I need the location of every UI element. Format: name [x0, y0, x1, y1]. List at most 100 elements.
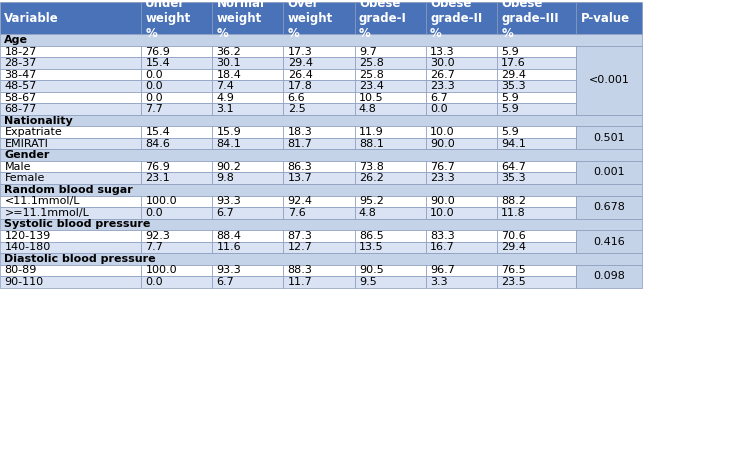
Bar	[141, 69, 212, 80]
Bar	[0, 230, 141, 242]
Text: 86.5: 86.5	[359, 231, 384, 241]
Text: 6.7: 6.7	[217, 277, 234, 287]
Bar	[355, 126, 426, 138]
Bar	[0, 149, 642, 161]
Bar	[141, 92, 212, 103]
Bar	[141, 2, 212, 34]
Bar	[355, 92, 426, 103]
Bar	[497, 276, 576, 288]
Text: 23.3: 23.3	[430, 81, 455, 91]
Text: 4.9: 4.9	[217, 93, 234, 102]
Text: 88.1: 88.1	[359, 139, 384, 149]
Bar	[497, 230, 576, 242]
Text: 90-110: 90-110	[4, 277, 43, 287]
Text: 29.4: 29.4	[501, 243, 526, 252]
Text: 17.8: 17.8	[288, 81, 313, 91]
Text: <11.1mmol/L: <11.1mmol/L	[4, 196, 80, 206]
Text: Variable: Variable	[4, 12, 59, 25]
Text: 13.5: 13.5	[359, 243, 384, 252]
Bar	[497, 103, 576, 115]
Bar	[355, 230, 426, 242]
Bar	[426, 265, 497, 276]
Bar	[497, 2, 576, 34]
Bar	[212, 230, 283, 242]
Text: 0.0: 0.0	[430, 104, 448, 114]
Bar	[426, 69, 497, 80]
Text: Age: Age	[4, 35, 29, 45]
Text: 76.7: 76.7	[430, 162, 455, 172]
Text: 13.3: 13.3	[430, 47, 455, 56]
Bar	[212, 46, 283, 57]
Bar	[355, 80, 426, 92]
Bar	[0, 138, 141, 149]
Text: 10.0: 10.0	[430, 127, 455, 137]
Bar	[141, 207, 212, 219]
Bar	[497, 138, 576, 149]
Bar	[497, 207, 576, 219]
Text: 0.0: 0.0	[145, 93, 163, 102]
Bar	[426, 92, 497, 103]
Bar	[426, 276, 497, 288]
Bar	[141, 230, 212, 242]
Text: 12.7: 12.7	[288, 243, 313, 252]
Text: 23.4: 23.4	[359, 81, 384, 91]
Bar	[497, 242, 576, 253]
Bar	[0, 115, 642, 126]
Text: 86.3: 86.3	[288, 162, 313, 172]
Bar	[0, 92, 141, 103]
Bar	[355, 242, 426, 253]
Bar	[0, 207, 141, 219]
Bar	[212, 172, 283, 184]
Bar	[355, 172, 426, 184]
Bar	[355, 161, 426, 172]
Text: EMIRATI: EMIRATI	[4, 139, 48, 149]
Text: P-value: P-value	[581, 12, 630, 25]
Bar	[212, 242, 283, 253]
Text: 30.1: 30.1	[217, 58, 241, 68]
Bar	[576, 230, 642, 253]
Bar	[355, 2, 426, 34]
Text: 26.2: 26.2	[359, 173, 384, 183]
Text: <0.001: <0.001	[589, 75, 630, 86]
Text: 76.9: 76.9	[145, 162, 170, 172]
Text: 9.8: 9.8	[217, 173, 234, 183]
Text: 3.3: 3.3	[430, 277, 448, 287]
Bar	[355, 196, 426, 207]
Bar	[497, 80, 576, 92]
Text: 23.5: 23.5	[501, 277, 526, 287]
Text: 100.0: 100.0	[145, 196, 177, 206]
Bar	[497, 46, 576, 57]
Text: 35.3: 35.3	[501, 81, 526, 91]
Bar	[141, 161, 212, 172]
Bar	[141, 80, 212, 92]
Text: 0.416: 0.416	[593, 236, 625, 247]
Text: Nationality: Nationality	[4, 116, 73, 125]
Bar	[283, 2, 355, 34]
Text: Over
weight
%: Over weight %	[288, 0, 333, 40]
Text: 36.2: 36.2	[217, 47, 241, 56]
Text: 87.3: 87.3	[288, 231, 313, 241]
Text: Diastolic blood pressure: Diastolic blood pressure	[4, 254, 156, 264]
Text: 10.0: 10.0	[430, 208, 455, 218]
Text: 4.8: 4.8	[359, 208, 377, 218]
Text: 76.5: 76.5	[501, 266, 526, 275]
Text: 7.6: 7.6	[288, 208, 305, 218]
Text: 6.7: 6.7	[430, 93, 448, 102]
Bar	[355, 138, 426, 149]
Text: 80-89: 80-89	[4, 266, 37, 275]
Bar	[426, 207, 497, 219]
Text: 11.8: 11.8	[501, 208, 526, 218]
Bar	[141, 46, 212, 57]
Bar	[576, 126, 642, 149]
Text: 90.0: 90.0	[430, 196, 455, 206]
Text: 13.7: 13.7	[288, 173, 313, 183]
Bar	[212, 126, 283, 138]
Bar	[0, 80, 141, 92]
Text: 83.3: 83.3	[430, 231, 455, 241]
Bar	[212, 138, 283, 149]
Text: Gender: Gender	[4, 150, 50, 160]
Bar	[283, 265, 355, 276]
Bar	[0, 265, 141, 276]
Bar	[0, 34, 642, 46]
Bar	[0, 69, 141, 80]
